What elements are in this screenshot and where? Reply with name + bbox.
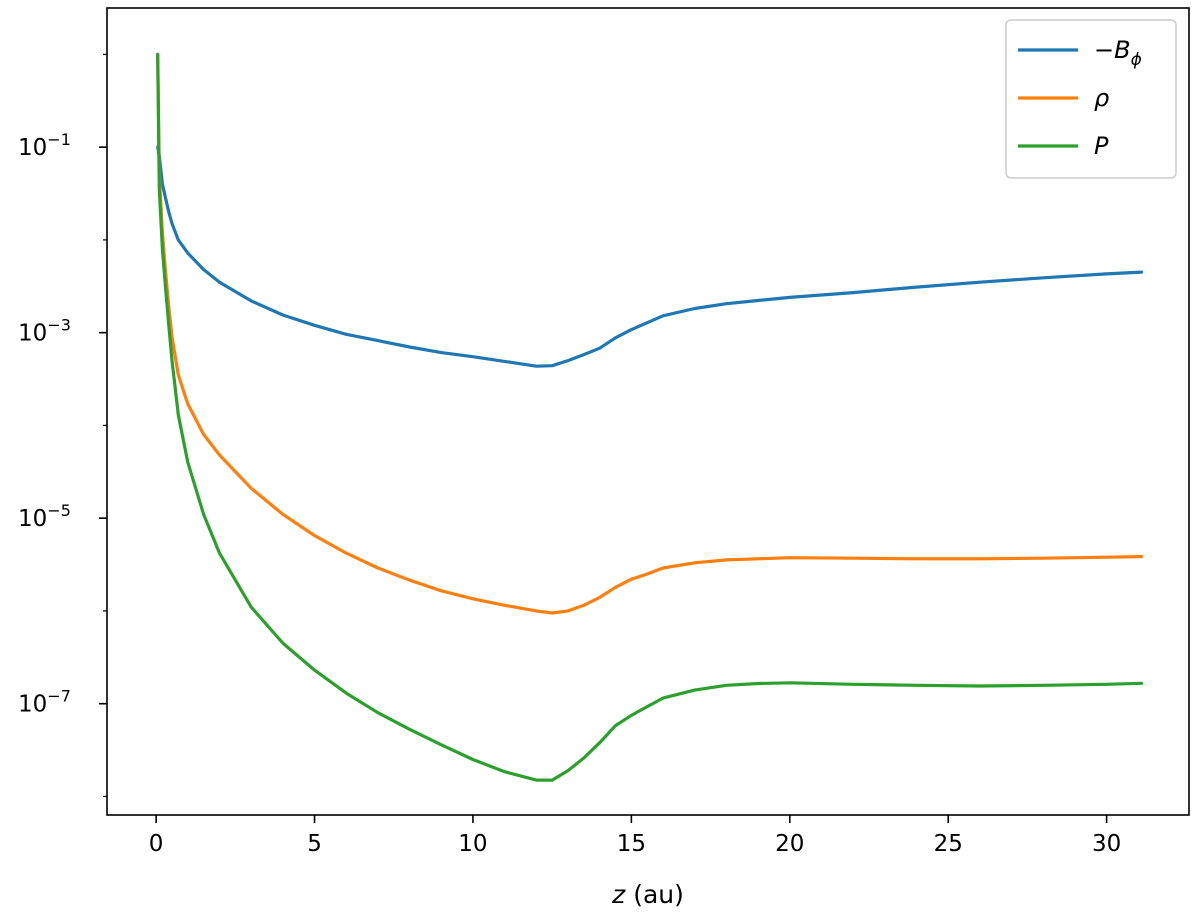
x-axis-label: z (au) (611, 880, 684, 909)
y-tick-label: 10−3 (18, 316, 71, 347)
legend-label: ρ (1094, 84, 1109, 112)
series-layer (156, 52, 1144, 782)
legend-label: P (1094, 132, 1109, 160)
y-tick-label: 10−1 (18, 130, 71, 161)
x-tick-label: 20 (775, 831, 804, 857)
x-tick-label: 5 (307, 831, 322, 857)
x-tick-label: 30 (1092, 831, 1121, 857)
series-line-1 (156, 145, 1144, 368)
series-line-3 (156, 52, 1144, 782)
y-axis: 10−1 10−3 10−5 10−7 (18, 53, 107, 798)
x-axis: 0 5 10 15 20 25 30 (149, 815, 1121, 857)
legend: −Bϕ ρP (1005, 19, 1177, 179)
series-line-2 (156, 52, 1144, 615)
y-tick-label: 10−7 (18, 687, 71, 718)
legend-frame (1005, 19, 1177, 179)
plot-frame (106, 7, 1190, 816)
x-tick-label: 10 (458, 831, 487, 857)
y-tick-label: 10−5 (18, 501, 71, 532)
x-tick-label: 0 (149, 831, 164, 857)
x-tick-label: 15 (617, 831, 646, 857)
legend-label: −Bϕ (1094, 36, 1142, 70)
x-tick-label: 25 (934, 831, 963, 857)
